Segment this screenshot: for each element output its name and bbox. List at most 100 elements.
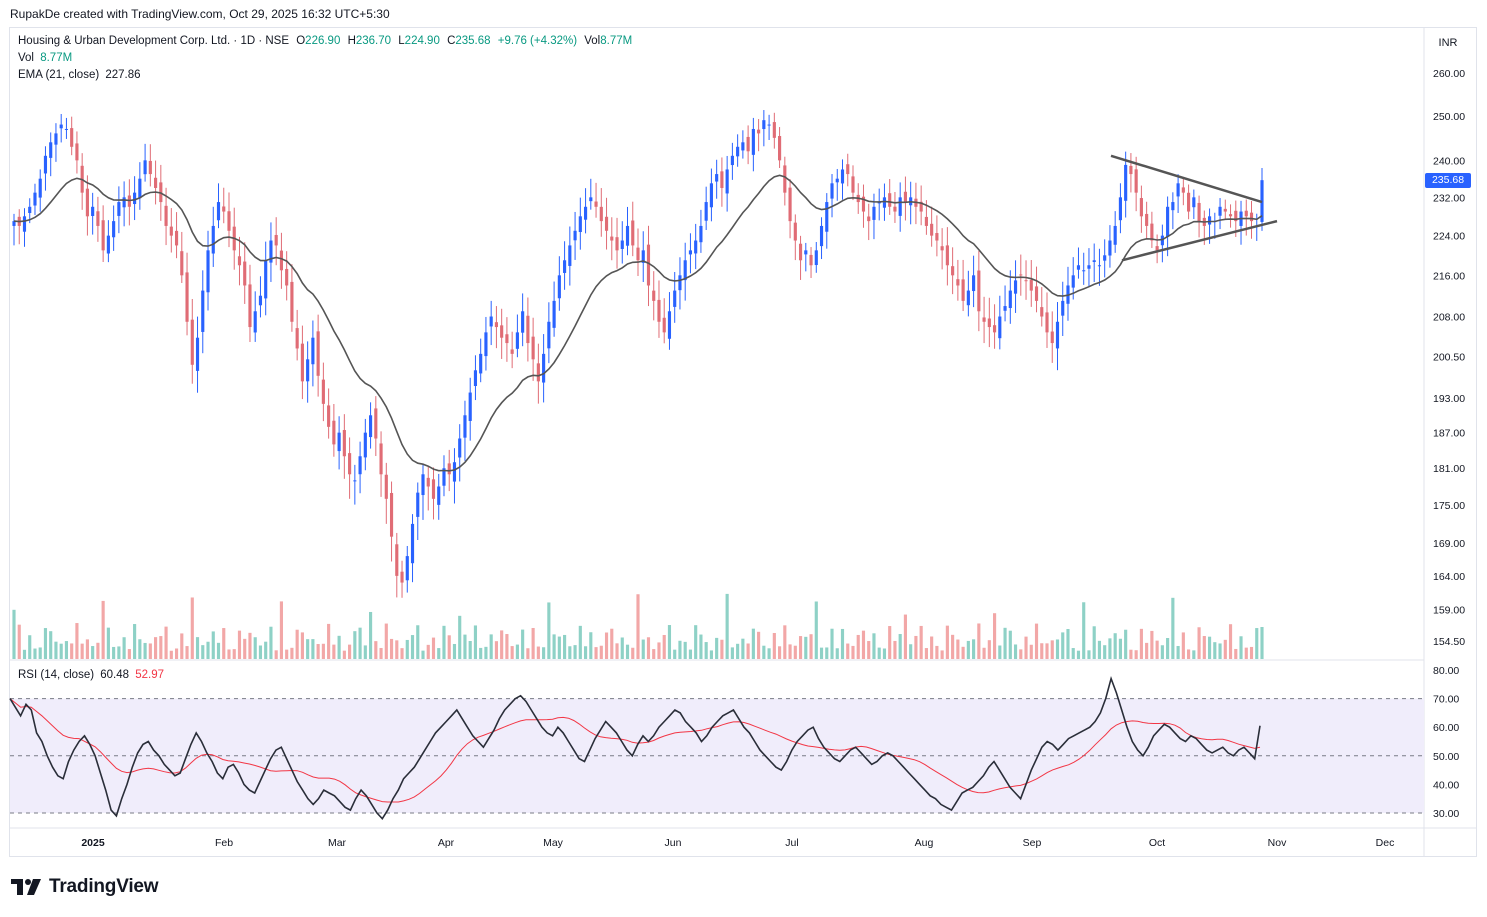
time-tick-label: Aug [915, 837, 934, 849]
volume-bar [877, 647, 881, 659]
volume-bar [154, 637, 158, 659]
close-label: C [447, 35, 456, 47]
candle-body [951, 266, 955, 276]
volume-bar [998, 645, 1002, 659]
candle-body [510, 349, 514, 354]
volume-bar [348, 644, 352, 659]
rsi-line [9, 675, 1261, 821]
volume-bar [594, 647, 598, 659]
candle-body [421, 474, 425, 496]
candle-body [1223, 208, 1227, 212]
candle-body [893, 206, 897, 212]
ema-label: EMA (21, close) [18, 69, 100, 81]
candle-body [641, 250, 645, 263]
vol-value: 8.77M [600, 35, 633, 47]
volume-bar [1003, 627, 1007, 659]
price-tick-label: 216.00 [1433, 270, 1465, 282]
volume-bar [1024, 636, 1028, 659]
volume-bar [91, 646, 95, 659]
volume-bar [678, 640, 682, 659]
candle-body [201, 290, 205, 332]
volume-bar [1166, 638, 1170, 659]
volume-bar [1034, 623, 1039, 659]
volume-bar [400, 648, 404, 659]
time-tick-label: 2025 [81, 837, 105, 849]
volume-bar [285, 649, 289, 659]
volume-bar [515, 644, 519, 659]
volume-bar [49, 631, 53, 659]
volume-bar [977, 623, 981, 659]
candle-body [1134, 169, 1138, 193]
volume-bar [956, 639, 960, 659]
price-tick-label: 193.00 [1433, 393, 1465, 405]
volume-bar [379, 647, 383, 659]
tradingview-logo[interactable]: TradingView [11, 876, 159, 898]
candle-body [500, 325, 504, 338]
volume-bar [662, 634, 666, 659]
volume-bar [568, 646, 572, 659]
candle-body [348, 453, 352, 475]
candle-body [783, 165, 787, 193]
candle-body [363, 432, 367, 458]
volume-bar [306, 639, 310, 659]
rsi-tick-label: 80.00 [1433, 665, 1459, 677]
volume-bar [798, 636, 803, 659]
volume-bar [1082, 602, 1086, 659]
candle-body [216, 202, 221, 221]
volume-bar [930, 636, 934, 659]
volume-bar [1118, 638, 1122, 659]
volume-bar [526, 648, 530, 659]
candle-body [1008, 290, 1012, 309]
candle-body [861, 196, 866, 212]
volume-bar [757, 631, 761, 659]
candle-body [321, 379, 325, 404]
volume-bar [195, 637, 200, 659]
candle-body [898, 197, 902, 216]
volume-bar [410, 635, 415, 659]
candle-body [657, 299, 661, 322]
candle-body [1218, 206, 1222, 216]
candle-body [1129, 165, 1133, 175]
candle-body [1155, 246, 1159, 251]
candle-body [452, 462, 457, 482]
volume-bar [1207, 636, 1212, 659]
candle-body [395, 544, 399, 576]
currency-label[interactable]: INR [1438, 37, 1458, 49]
candle-body [1166, 206, 1170, 237]
volume-bar [216, 642, 221, 659]
candle-body [646, 244, 651, 286]
candle-body [489, 316, 493, 327]
volume-bar [1223, 639, 1227, 659]
candle-body [458, 438, 462, 458]
volume-bar [159, 636, 163, 659]
volume-bar [28, 635, 32, 659]
volume-bar [510, 646, 514, 659]
volume-bar [222, 628, 226, 659]
volume-bar [54, 641, 58, 659]
candle-body [1228, 214, 1233, 217]
candle-body [699, 225, 703, 243]
candle-body [431, 479, 436, 499]
volume-bar [337, 635, 341, 659]
volume-bar [505, 634, 509, 659]
volume-bar [746, 643, 750, 659]
volume-bar [604, 632, 609, 659]
volume-bar [70, 643, 74, 659]
candle-body [64, 128, 69, 130]
volume-bar [164, 626, 168, 659]
candle-body [825, 202, 829, 232]
candle-body [342, 430, 346, 457]
triangle-upper-trendline [1110, 154, 1263, 204]
volume-bar [426, 644, 430, 659]
volume-bar [327, 623, 331, 659]
volume-bar [840, 628, 845, 659]
candle-body [998, 316, 1002, 339]
candle-body [353, 480, 357, 482]
candle-body [1171, 202, 1175, 211]
volume-bar [38, 647, 42, 659]
volume-bar [1087, 650, 1091, 659]
volume-bar [778, 646, 782, 659]
volume-bar [264, 641, 268, 659]
volume-bar [1160, 645, 1164, 659]
